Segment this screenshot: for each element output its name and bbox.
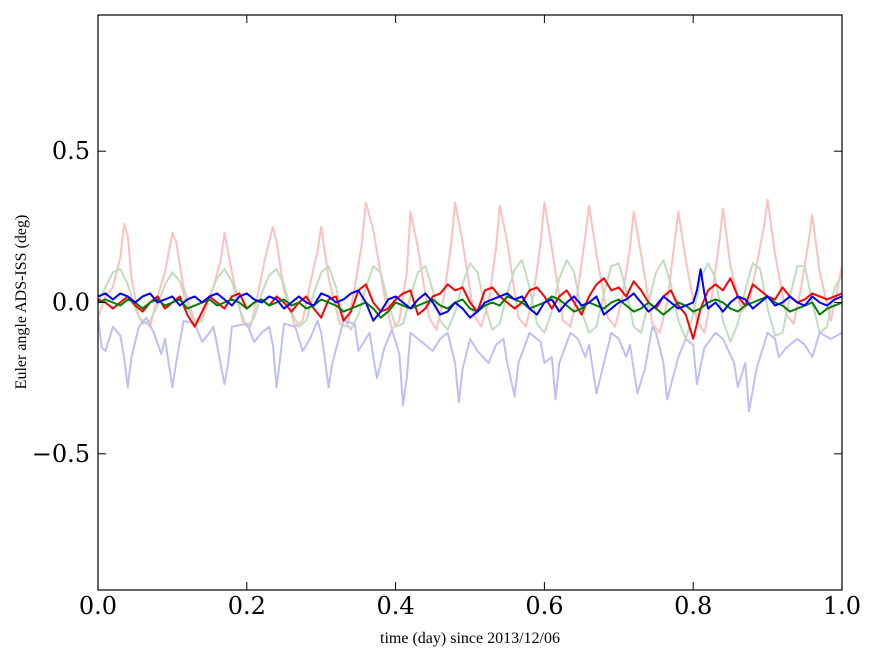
- series-line-3: [98, 316, 842, 413]
- x-axis-label: time (day) since 2013/12/06: [380, 630, 560, 647]
- series-line-1: [98, 198, 842, 334]
- y-axis-label: Euler angle ADS-ISS (deg): [13, 215, 30, 390]
- x-tick-label: 0.6: [525, 592, 563, 620]
- y-tick-label: 0.0: [52, 289, 90, 317]
- series-line-2: [98, 259, 842, 343]
- x-tick-label: 0.4: [377, 592, 415, 620]
- tick-layer: 0.0 0.2 0.4 0.6 0.8 1.0 −0.5 0.0 0.5: [32, 15, 861, 620]
- y-tick-label: 0.5: [52, 137, 90, 165]
- series-layer: [98, 198, 842, 413]
- x-tick-label: 0.8: [674, 592, 712, 620]
- y-tick-label: −0.5: [32, 440, 90, 468]
- x-tick-label: 0.0: [79, 592, 117, 620]
- series-line-4: [98, 277, 842, 340]
- x-tick-label: 0.2: [228, 592, 266, 620]
- series-line-5: [98, 295, 842, 319]
- series-line-6: [98, 268, 842, 322]
- x-tick-label: 1.0: [823, 592, 861, 620]
